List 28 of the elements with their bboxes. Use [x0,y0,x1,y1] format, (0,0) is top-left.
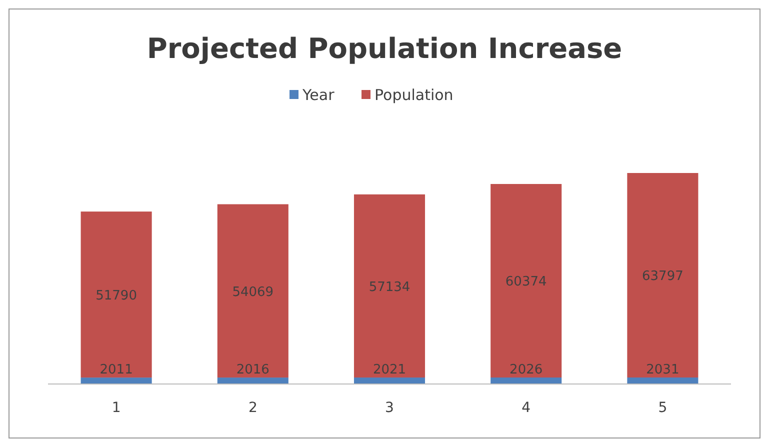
legend-label: Population [374,86,454,104]
chart-title: Projected Population Increase [146,32,622,65]
legend-label: Year [302,86,336,104]
bar [490,184,562,378]
bar [80,212,152,378]
data-label: 63797 [642,269,684,284]
x-tick-label: 3 [385,400,394,416]
bar [80,378,152,384]
x-tick-label: 5 [658,400,668,416]
data-label: 2026 [510,362,543,378]
x-tick-label: 4 [522,400,531,416]
data-label: 51790 [96,288,137,304]
bar [354,194,426,378]
bar [627,377,698,384]
data-label: 54069 [232,284,274,300]
data-label: 2021 [372,362,406,378]
x-tick-label: 1 [112,400,121,416]
bar [627,173,698,378]
bar [217,378,288,384]
bar [490,378,562,384]
data-label: 2011 [100,362,133,378]
data-label: 2031 [646,362,680,378]
data-label: 57134 [368,280,410,295]
data-label: 2016 [236,362,270,378]
bar [217,204,288,378]
bar [354,378,426,384]
data-label: 60374 [505,274,547,290]
x-tick-label: 2 [248,400,258,416]
